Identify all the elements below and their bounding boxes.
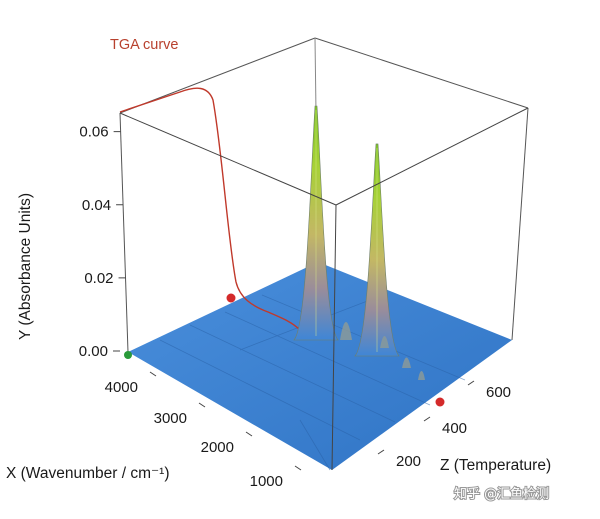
x-axis-title: X (Wavenumber / cm⁻¹): [6, 465, 170, 482]
floor-texture: [159, 294, 466, 471]
tga-curve: [119, 87, 301, 331]
box-edge: [511, 107, 529, 341]
z-axis-title: Z (Temperature): [440, 457, 551, 474]
watermark: 知乎 @汇鱼检测: [453, 485, 550, 503]
floor-surface: [128, 262, 512, 470]
z-tick-mark: [377, 449, 385, 455]
green-marker: [124, 351, 132, 359]
floor-line: [224, 311, 431, 406]
floor-line: [159, 339, 361, 441]
z-tick-label: 200: [396, 453, 421, 470]
watermark-text: 知乎 @汇鱼检测: [454, 486, 549, 502]
x-tick-label: 4000: [105, 379, 138, 396]
x-axis-ticks: 4000 3000 2000 1000: [105, 371, 302, 490]
x-tick-mark: [198, 402, 206, 408]
box-front-edges: [119, 107, 529, 471]
x-tick-label: 3000: [154, 410, 187, 427]
y-tick-label: 0.06: [79, 124, 108, 141]
y-tick-label: 0.02: [84, 270, 113, 287]
ripple: [340, 322, 352, 340]
y-axis-title: Y (Absorbance Units): [17, 193, 34, 340]
box-edge: [119, 112, 129, 353]
ripple: [402, 357, 411, 368]
floor-line: [299, 419, 331, 471]
z-tick-label: 400: [442, 420, 467, 437]
tga-curve-label: TGA curve: [110, 37, 179, 53]
floor-line: [189, 324, 396, 423]
z-axis-ticks: 200 400 600: [377, 380, 511, 470]
z-tick-mark: [423, 416, 431, 422]
x-tick-mark: [149, 371, 157, 377]
box-edge: [335, 107, 529, 206]
box-edge: [119, 112, 337, 206]
x-tick-mark: [294, 465, 302, 471]
y-axis-ticks: 0.00 0.02 0.04 0.06: [79, 124, 126, 360]
ripple: [380, 336, 389, 348]
z-tick-label: 600: [486, 384, 511, 401]
y-tick-label: 0.04: [82, 197, 111, 214]
peaks-group: [293, 105, 400, 357]
box-edge: [331, 204, 337, 471]
x-tick-label: 2000: [201, 439, 234, 456]
red-marker: [226, 293, 236, 303]
ripple: [418, 371, 425, 380]
box-edge: [314, 37, 529, 109]
red-marker: [435, 397, 445, 407]
y-tick-label: 0.00: [79, 343, 108, 360]
x-tick-mark: [245, 431, 253, 437]
z-tick-mark: [467, 380, 475, 386]
x-tick-label: 1000: [250, 473, 283, 490]
ripple-group: [340, 322, 425, 380]
